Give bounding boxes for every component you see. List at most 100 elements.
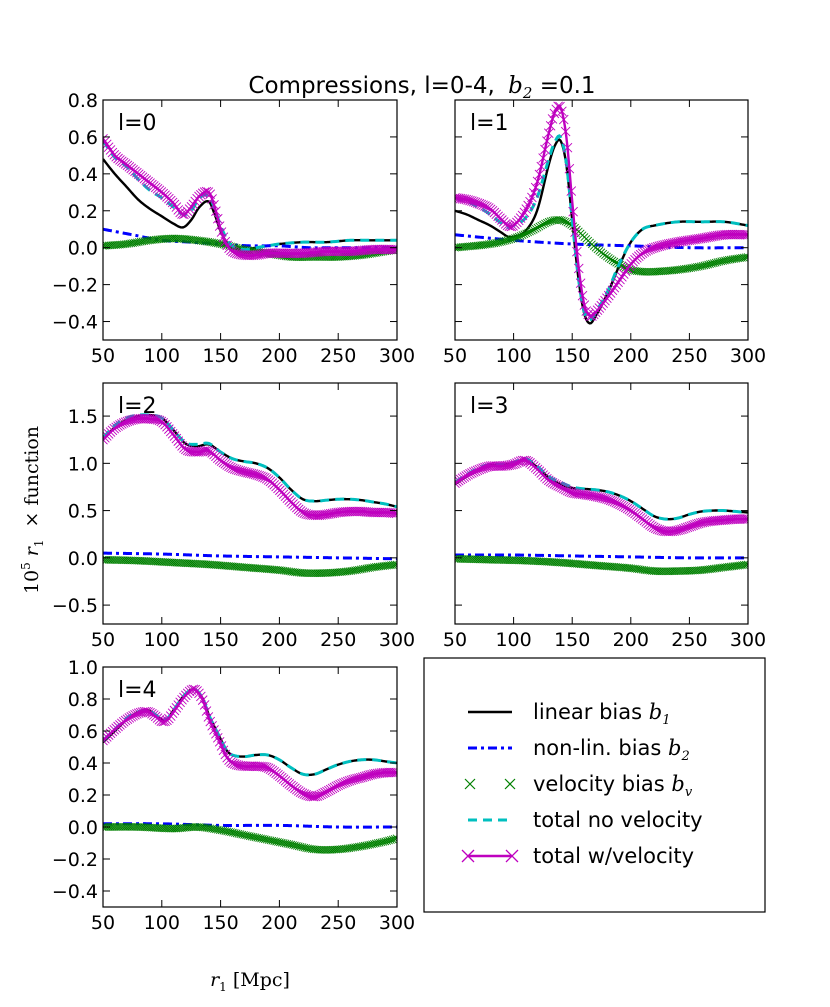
total-w-velocity-point [214,221,225,231]
panel-label: l=3 [470,394,509,419]
figure-title: Compressions, l=0-4, b2 =0.1 [248,73,595,102]
total-w-velocity-point [252,470,263,480]
total-w-velocity-point [350,774,360,784]
velocity-point [666,567,675,576]
series-total-w-velocity-markers [455,101,748,321]
plot-area [455,101,748,325]
total-w-velocity-point [103,133,108,144]
total-w-velocity-point [677,524,687,535]
velocity-point [131,823,139,831]
total-w-velocity-point [504,460,515,470]
velocity-point [664,567,673,576]
total-w-velocity-point [165,711,176,721]
velocity-point [471,555,480,564]
plot-area [103,684,397,854]
series-nonlin-bias [103,551,397,561]
total-w-velocity-point [588,491,599,501]
total-w-velocity-point [256,471,266,482]
velocity-point [313,569,322,578]
total-w-velocity-point [190,196,201,207]
velocity-point [681,566,690,575]
velocity-point [657,567,666,576]
total-w-velocity-point [340,777,351,787]
total-w-velocity-point [643,245,653,255]
velocity-point [103,823,107,831]
total-w-velocity-point [103,136,110,147]
total-w-velocity-point [613,277,623,288]
total-w-velocity-point [308,791,319,802]
xlabel-sub: 1 [219,980,227,994]
velocity-point [659,567,668,576]
total-w-velocity-point [207,194,217,204]
velocity-point [741,253,748,262]
total-w-velocity-point [228,463,238,474]
x-tick-label: 250 [320,629,356,651]
velocity-point [473,555,482,564]
y-tick-label: 0.6 [68,721,98,743]
series-total-w-velocity-markers [103,133,397,261]
total-w-velocity-point [148,414,159,425]
total-w-velocity-point [209,200,219,210]
x-tick-label: 150 [202,345,238,367]
plot-area [103,133,397,262]
velocity-point [163,824,171,833]
series-linear-bias [103,158,397,251]
plot-area [103,413,397,578]
total-w-velocity-point [534,169,545,180]
y-tick-label: 1.0 [68,453,98,475]
total-w-velocity-point [463,195,473,205]
velocity-point [475,555,484,564]
total-w-velocity-point [152,415,163,425]
total-w-velocity-point [562,142,573,153]
x-tick-label: 100 [144,912,180,934]
total-w-velocity-point [738,514,748,524]
series-total-w-velocity-markers [103,684,397,802]
total-w-velocity-point [254,470,264,481]
velocity-point [507,556,516,565]
velocity-point [390,834,397,843]
total-w-velocity-point [167,708,178,718]
velocity-point [526,227,534,236]
total-w-velocity-point [344,775,355,786]
total-w-velocity-point [186,201,197,212]
total-w-velocity-point [312,791,323,801]
velocity-point [492,555,501,564]
title-sub: 2 [522,84,533,102]
velocity-point [469,555,478,564]
velocity-point [674,567,683,575]
title-main: Compressions, l=0-4, [248,73,494,99]
velocity-point [561,217,570,226]
y-tick-label: 0.8 [68,689,98,711]
total-w-velocity-point [669,526,680,536]
total-w-velocity-point [508,459,518,470]
velocity-point [466,555,474,564]
total-w-velocity-point [173,700,184,710]
velocity-point [315,569,324,578]
x-tick-label: 250 [671,345,707,367]
series-total-w-velocity-markers [103,413,397,521]
series-nonlin-bias [455,553,748,560]
velocity-point [106,823,115,831]
total-w-velocity-point [301,790,312,800]
total-w-velocity-point [103,139,112,150]
velocity-point [494,556,503,564]
total-w-velocity-point [352,773,362,784]
total-w-velocity-point [680,523,691,533]
velocity-point [103,555,107,564]
velocity-point [640,267,649,276]
panel-label: l=1 [470,111,509,136]
velocity-point [509,556,518,565]
velocity-point [477,555,486,564]
legend-label-text: velocity bias [533,772,671,796]
total-w-velocity-point [231,248,242,259]
ylabel-a: 10 [21,570,43,594]
velocity-point [110,556,119,564]
x-tick-label: 50 [91,912,115,934]
velocity-point [462,555,471,564]
total-w-velocity-point [650,242,661,253]
x-tick-label: 250 [671,629,707,651]
velocity-point [309,569,318,578]
total-w-velocity-point [607,285,618,296]
total-w-velocity-point [216,227,227,237]
total-w-velocity-point [259,762,270,772]
